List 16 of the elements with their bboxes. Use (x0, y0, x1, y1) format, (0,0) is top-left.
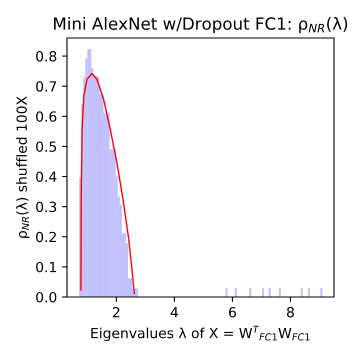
y-tick-label: 0.5 (36, 141, 56, 152)
x-tick-label: 6 (228, 306, 236, 318)
y-tick-label: 0.8 (36, 51, 56, 62)
x-tick-label: 4 (170, 307, 178, 318)
x-tick-label: 2 (112, 306, 120, 318)
y-axis-title: ρ$_{NR}$(λ) shuffled 100X (16, 96, 30, 238)
chart-title: Mini AlexNet w/Dropout FC1: ρ$_{NR}$(λ) (54, 17, 348, 34)
y-tick-label: 0.4 (36, 172, 56, 182)
y-tick-label: 0.0 (36, 292, 56, 302)
y-tick-label: 0.3 (36, 202, 56, 212)
x-tick-label: 8 (286, 306, 294, 318)
y-tick-label: 0.7 (36, 81, 56, 92)
y-tick-label: 0.1 (36, 262, 56, 272)
x-axis-title: Eigenvalues λ of X = W$^{T}$$_{FC1}$W$_{FC1}$ (91, 326, 310, 342)
y-tick-label: 0.2 (36, 232, 56, 242)
y-tick-label: 0.6 (36, 111, 56, 122)
